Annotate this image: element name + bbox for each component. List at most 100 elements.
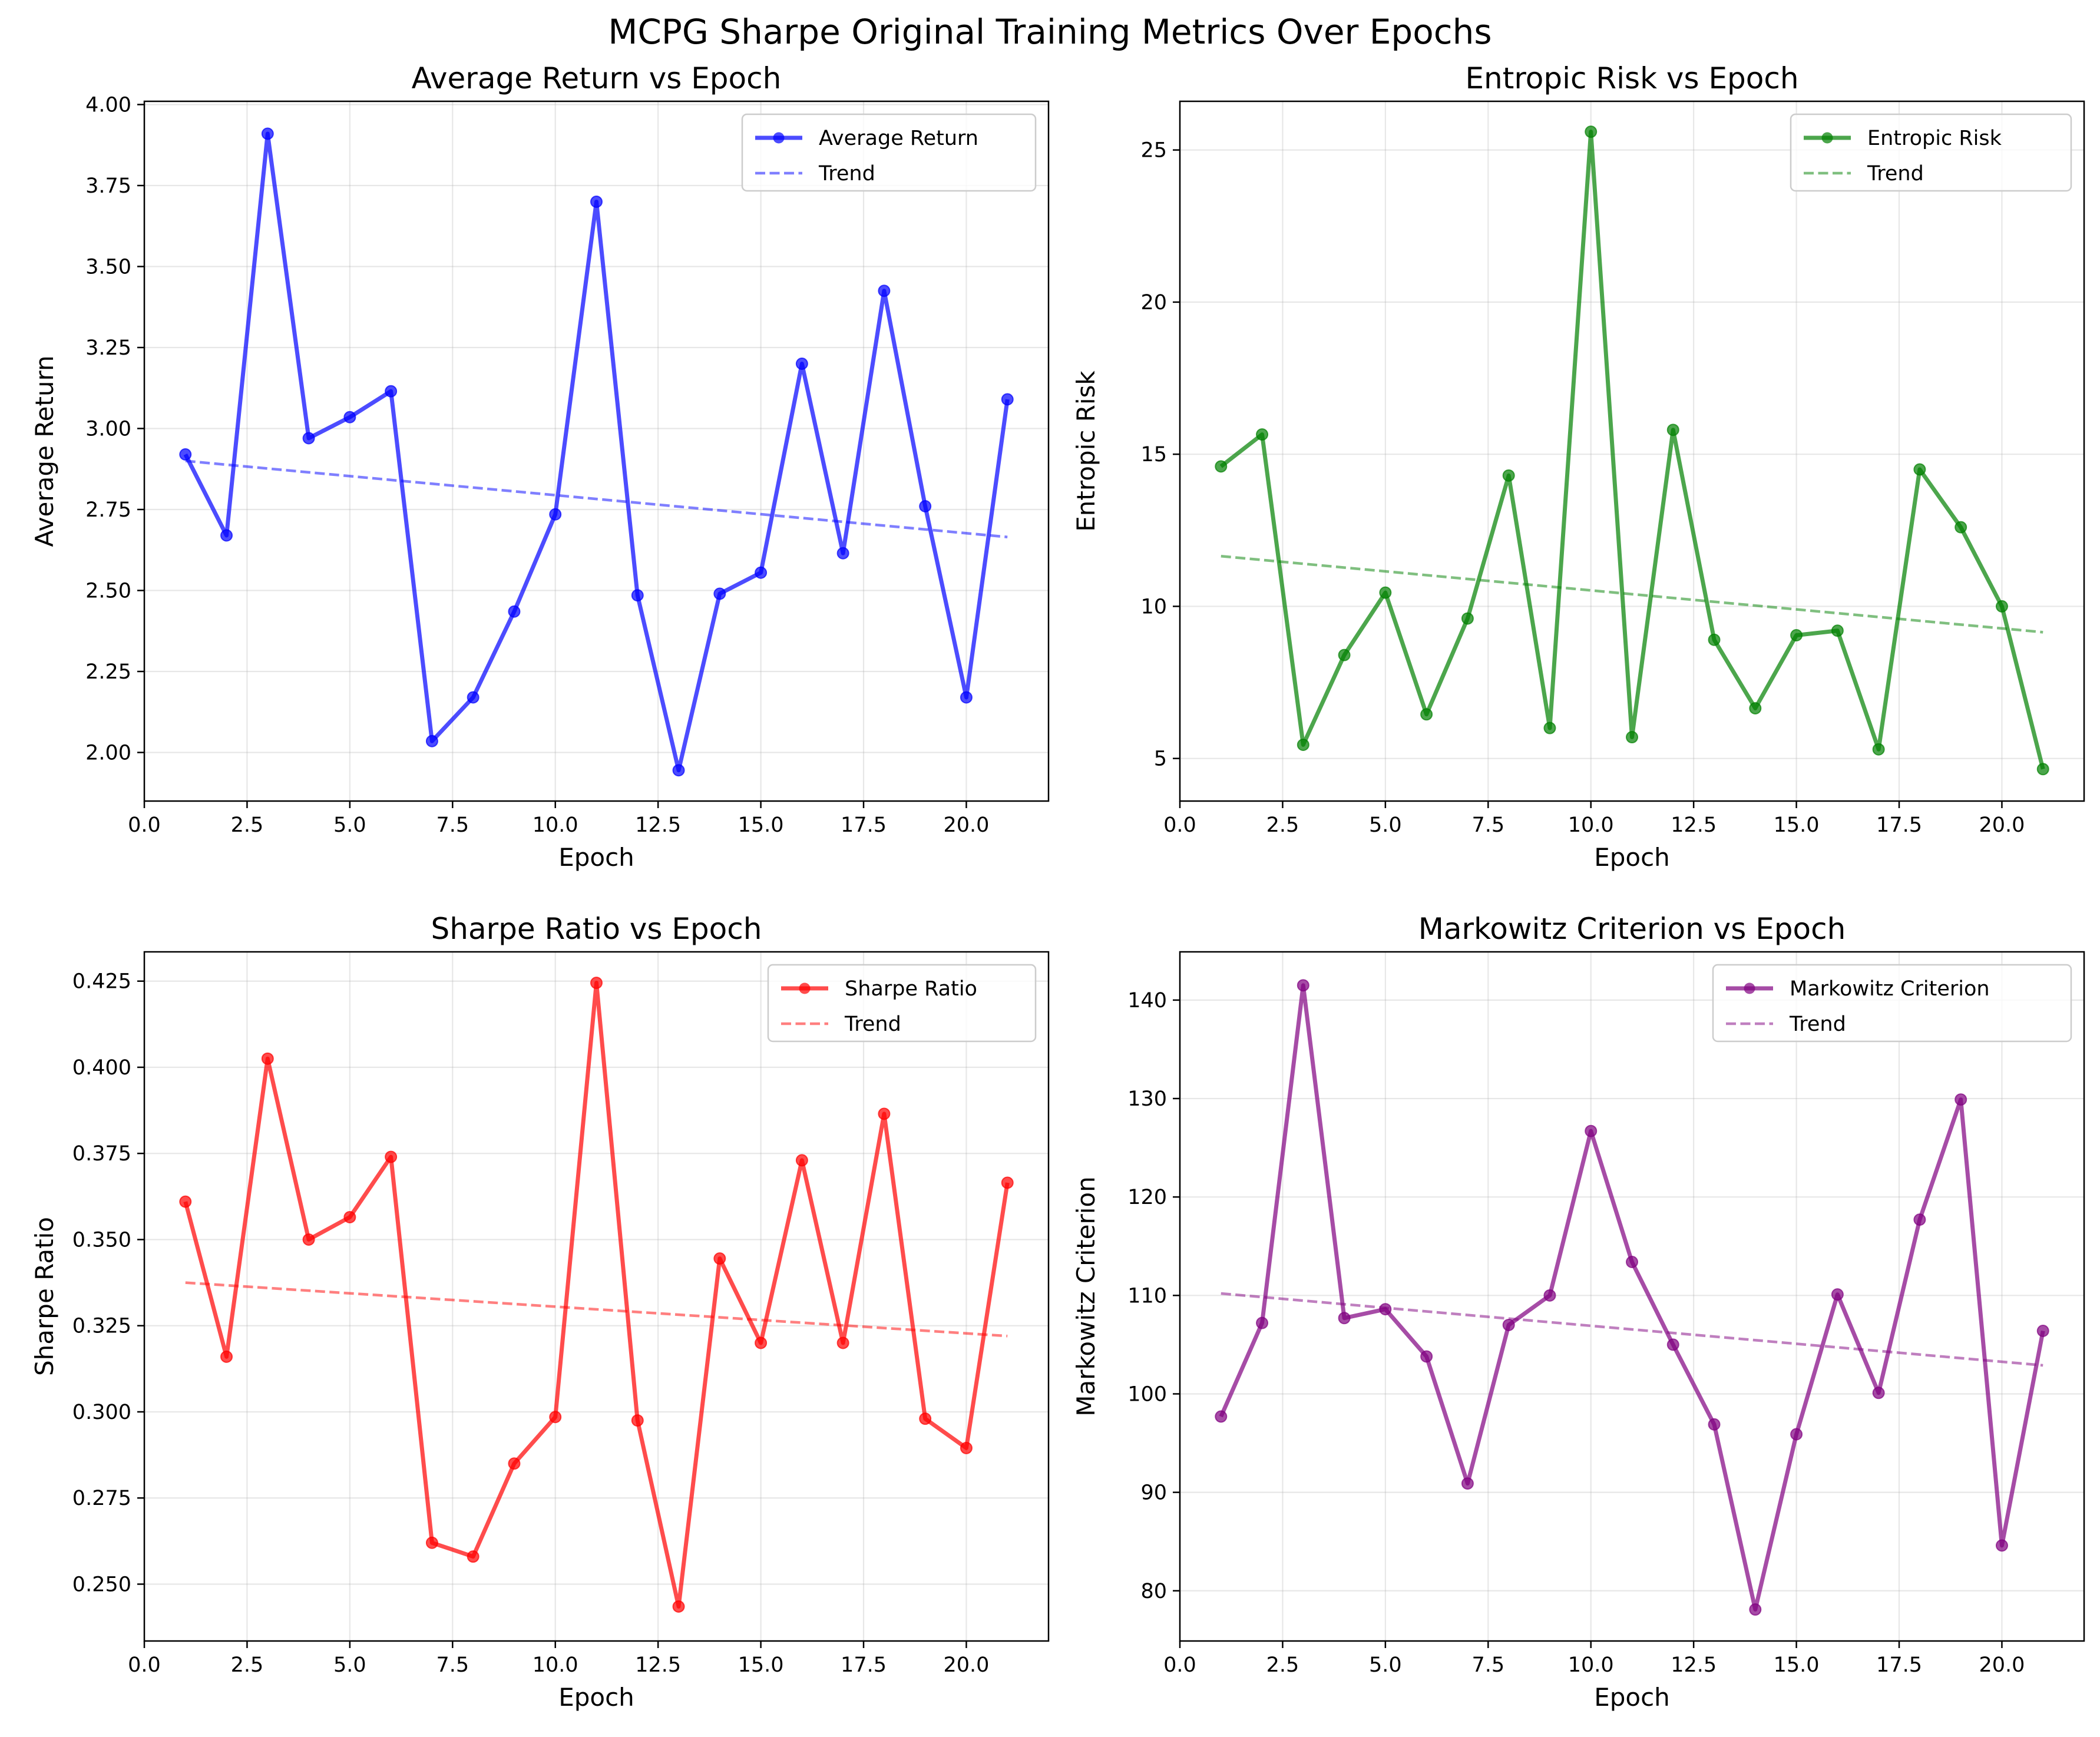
x-tick-label: 0.0 — [128, 1653, 161, 1677]
data-point — [631, 1414, 644, 1427]
data-point — [343, 1210, 356, 1223]
data-point — [1461, 1477, 1474, 1490]
y-tick-label: 0.325 — [72, 1315, 131, 1338]
x-tick-label: 12.5 — [1671, 1653, 1717, 1677]
data-point — [1420, 1350, 1433, 1363]
data-point — [1666, 424, 1679, 436]
data-point — [1913, 463, 1926, 476]
x-tick-label: 12.5 — [635, 813, 681, 837]
subplot-4: 0.0 2.5 5.0 7.5 10.0 12.5 15.0 17.5 20.0 80 90 100 1… — [1072, 912, 2085, 1712]
data-point — [713, 587, 726, 600]
data-point — [179, 448, 192, 461]
data-point — [1872, 1387, 1885, 1399]
data-point — [1708, 1418, 1721, 1431]
x-tick-label: 7.5 — [1471, 813, 1504, 837]
axes-frame — [1179, 100, 2085, 802]
data-point — [549, 508, 562, 521]
data-point — [1626, 731, 1638, 744]
x-tick-label: 15.0 — [1774, 1653, 1820, 1677]
data-point — [1502, 1318, 1515, 1331]
x-tick-label: 10.0 — [1568, 1653, 1614, 1677]
subplot-2: 0.0 2.5 5.0 7.5 10.0 12.5 15.0 17.5 20.0 5 10 15 20 2… — [1072, 61, 2085, 872]
x-tick-label: 15.0 — [738, 1653, 784, 1677]
data-point — [1420, 708, 1433, 721]
trend-line — [1221, 554, 2043, 634]
legend: Sharpe Ratio Trend — [767, 964, 1037, 1043]
x-tick-label: 10.0 — [533, 813, 578, 837]
axes-frame — [1179, 951, 2085, 1642]
data-point — [836, 1336, 849, 1349]
y-tick-label: 140 — [1127, 989, 1167, 1013]
y-tick-label: 5 — [1154, 747, 1167, 771]
x-tick-label: 5.0 — [333, 1653, 366, 1677]
data-point — [508, 1457, 521, 1470]
data-point — [385, 1150, 398, 1163]
x-axis-label: Epoch — [558, 1683, 634, 1712]
x-tick-label: 17.5 — [841, 813, 887, 837]
data-point — [1256, 428, 1269, 441]
x-tick-label: 5.0 — [1369, 813, 1402, 837]
data-point — [1585, 125, 1598, 138]
data-point — [1749, 702, 1762, 714]
data-point — [1790, 1428, 1803, 1441]
y-tick-label: 0.275 — [72, 1487, 131, 1510]
x-tick-label: 17.5 — [1876, 1653, 1922, 1677]
legend-label: Markowitz Criterion — [1790, 977, 1990, 1001]
y-tick-label: 0.400 — [72, 1056, 131, 1080]
data-point — [425, 734, 438, 747]
data-point — [1297, 738, 1309, 751]
axes-frame — [143, 951, 1050, 1642]
subplot-title: Average Return vs Epoch — [412, 61, 782, 95]
legend-label: Trend — [1789, 1013, 1846, 1036]
legend: Markowitz Criterion Trend — [1712, 964, 2072, 1043]
legend: Average Return Trend — [741, 113, 1037, 192]
y-tick-label: 0.350 — [72, 1228, 131, 1252]
x-tick-label: 5.0 — [1369, 1653, 1402, 1677]
data-point — [1001, 1176, 1014, 1189]
data-point — [261, 127, 274, 140]
data-point — [1995, 1539, 2008, 1552]
y-tick-label: 10 — [1140, 595, 1167, 618]
data-point — [179, 1195, 192, 1208]
x-axis-label: Epoch — [1594, 1683, 1670, 1712]
x-tick-label: 0.0 — [128, 813, 161, 837]
data-point — [220, 529, 233, 542]
legend-label: Entropic Risk — [1867, 127, 2002, 150]
data-point — [467, 1550, 479, 1563]
y-tick-label: 130 — [1127, 1087, 1167, 1111]
x-tick-label: 15.0 — [1774, 813, 1820, 837]
data-point — [1955, 1093, 1967, 1106]
x-tick-label: 2.5 — [1266, 1653, 1299, 1677]
data-point — [590, 977, 603, 990]
y-tick-label: 3.50 — [85, 256, 131, 279]
data-point — [549, 1411, 562, 1424]
legend-box — [767, 964, 1037, 1043]
x-axis-label: Epoch — [1594, 843, 1670, 872]
y-tick-label: 2.75 — [85, 498, 131, 522]
x-tick-label: 2.5 — [231, 813, 264, 837]
trend-line — [185, 1281, 1008, 1338]
data-point — [385, 385, 398, 398]
data-point — [1215, 1410, 1228, 1423]
subplot-title: Sharpe Ratio vs Epoch — [431, 912, 762, 946]
data-point — [755, 566, 768, 579]
data-point — [960, 1441, 973, 1454]
data-point — [1585, 1124, 1598, 1137]
y-axis-label: Entropic Risk — [1072, 370, 1100, 532]
subplot-title: Markowitz Criterion vs Epoch — [1418, 912, 1846, 946]
data-point — [1001, 393, 1014, 406]
data-point — [1379, 1303, 1392, 1316]
legend-box — [741, 113, 1037, 192]
data-point — [261, 1052, 274, 1065]
x-tick-label: 20.0 — [943, 1653, 989, 1677]
data-point — [1215, 460, 1228, 473]
x-tick-label: 7.5 — [1471, 1653, 1504, 1677]
x-tick-label: 15.0 — [738, 813, 784, 837]
subplot-title: Entropic Risk vs Epoch — [1465, 61, 1798, 95]
data-point — [2036, 1325, 2049, 1337]
y-axis-label: Markowitz Criterion — [1072, 1176, 1100, 1416]
figure-title: MCPG Sharpe Original Training Metrics Ov… — [608, 12, 1492, 52]
data-point — [590, 196, 603, 208]
data-point — [1831, 1288, 1844, 1301]
